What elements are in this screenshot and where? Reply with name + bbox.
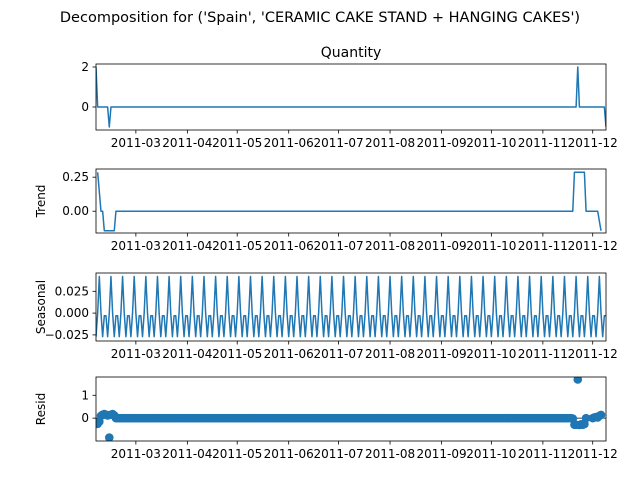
- resid-point: [581, 413, 591, 423]
- y-tick-label: 0.25: [62, 170, 89, 184]
- x-tick-label: 2011-04: [162, 347, 212, 361]
- y-tick-label: 0.00: [62, 204, 89, 218]
- x-tick-label: 2011-08: [365, 347, 415, 361]
- x-tick-label: 2011-12: [568, 136, 618, 150]
- x-tick-label: 2011-11: [518, 447, 568, 461]
- plot-area-1: [96, 66, 606, 128]
- x-tick-label: 2011-09: [416, 239, 466, 253]
- x-tick-label: 2011-12: [568, 239, 618, 253]
- x-tick-label: 2011-04: [162, 136, 212, 150]
- y-tick-label: 0.025: [55, 284, 89, 298]
- x-tick-label: 2011-10: [466, 447, 516, 461]
- x-tick-label: 2011-08: [365, 136, 415, 150]
- x-tick-label: 2011-04: [162, 447, 212, 461]
- y-tick-label: 1: [81, 388, 89, 402]
- x-tick-label: 2011-06: [264, 447, 314, 461]
- x-tick-label: 2011-10: [466, 136, 516, 150]
- axes-frame: [95, 376, 607, 442]
- plot-area-2: [96, 171, 602, 232]
- x-tick-label: 2011-12: [568, 347, 618, 361]
- plot-area-4: [96, 377, 606, 441]
- y-tick-label: 0: [81, 411, 89, 425]
- axes-frame: [95, 272, 607, 342]
- resid-point: [573, 377, 583, 384]
- y-tick-label: −0.025: [45, 328, 89, 342]
- x-tick-label: 2011-09: [416, 136, 466, 150]
- x-tick-label: 2011-05: [212, 239, 262, 253]
- x-tick-label: 2011-11: [518, 347, 568, 361]
- x-tick-label: 2011-08: [365, 239, 415, 253]
- x-tick-label: 2011-12: [568, 447, 618, 461]
- x-tick-label: 2011-09: [416, 447, 466, 461]
- resid-point: [565, 413, 574, 423]
- y-tick-label: 0.000: [55, 306, 89, 320]
- series-line: [96, 66, 606, 128]
- y-tick-label: 2: [81, 60, 89, 74]
- series-line: [96, 171, 602, 232]
- x-tick-label: 2011-11: [518, 239, 568, 253]
- x-tick-label: 2011-07: [313, 447, 363, 461]
- series-line: [96, 275, 606, 338]
- axes-frame: [95, 168, 607, 234]
- x-tick-label: 2011-07: [313, 347, 363, 361]
- x-tick-label: 2011-10: [466, 239, 516, 253]
- x-tick-label: 2011-05: [212, 447, 262, 461]
- x-tick-label: 2011-09: [416, 347, 466, 361]
- resid-point: [596, 410, 606, 420]
- x-tick-label: 2011-10: [466, 347, 516, 361]
- y-axis-label: Trend: [34, 185, 48, 219]
- panel-title: Quantity: [321, 45, 382, 61]
- x-tick-label: 2011-03: [111, 347, 161, 361]
- x-tick-label: 2011-07: [313, 239, 363, 253]
- x-tick-label: 2011-06: [264, 347, 314, 361]
- x-tick-label: 2011-06: [264, 239, 314, 253]
- x-tick-label: 2011-05: [212, 347, 262, 361]
- x-tick-label: 2011-11: [518, 136, 568, 150]
- x-tick-label: 2011-06: [264, 136, 314, 150]
- x-tick-label: 2011-04: [162, 239, 212, 253]
- y-axis-label: Resid: [34, 393, 48, 425]
- x-tick-label: 2011-03: [111, 136, 161, 150]
- resid-point: [104, 433, 114, 441]
- x-tick-label: 2011-03: [111, 447, 161, 461]
- y-axis-label: Seasonal: [34, 280, 48, 334]
- axes-frame: [95, 63, 607, 131]
- plot-area-3: [96, 275, 606, 338]
- x-tick-label: 2011-08: [365, 447, 415, 461]
- x-tick-label: 2011-03: [111, 239, 161, 253]
- x-tick-label: 2011-05: [212, 136, 262, 150]
- x-tick-label: 2011-07: [313, 136, 363, 150]
- figure-suptitle: Decomposition for ('Spain', 'CERAMIC CAK…: [60, 10, 580, 26]
- y-tick-label: 0: [81, 100, 89, 114]
